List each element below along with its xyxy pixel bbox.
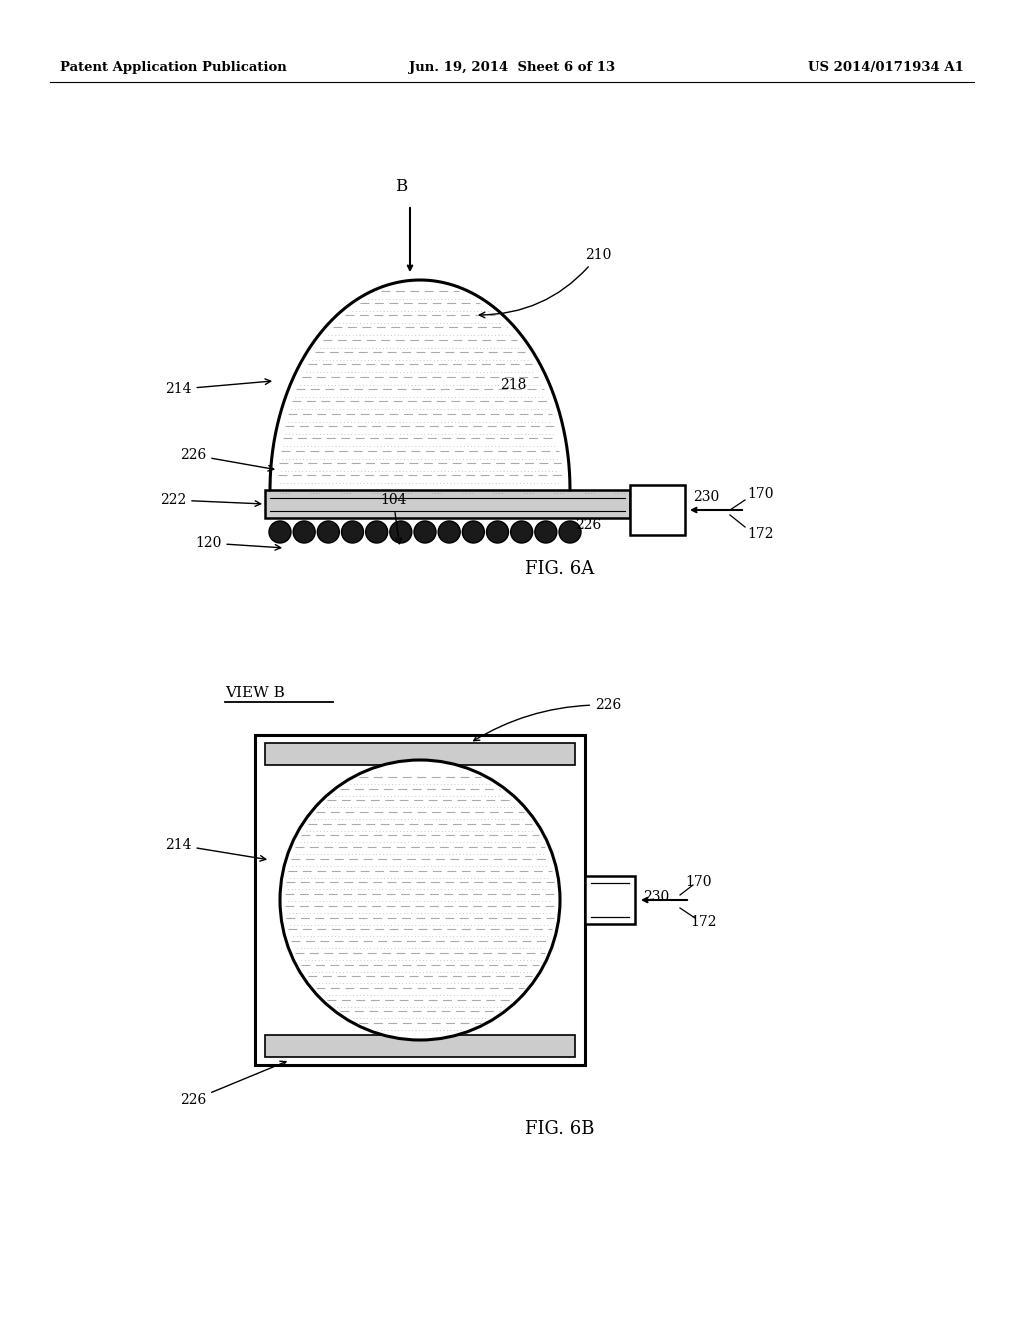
Text: FIG. 6A: FIG. 6A: [525, 560, 595, 578]
Circle shape: [341, 521, 364, 543]
Bar: [265, 490, 630, 517]
Text: US 2014/0171934 A1: US 2014/0171934 A1: [808, 62, 964, 74]
Bar: [630, 484, 685, 535]
Circle shape: [414, 521, 436, 543]
Text: 226: 226: [180, 447, 273, 471]
Circle shape: [438, 521, 460, 543]
Text: 214: 214: [165, 838, 266, 861]
Circle shape: [317, 521, 339, 543]
Circle shape: [535, 521, 557, 543]
Circle shape: [486, 521, 509, 543]
Text: FIG. 6B: FIG. 6B: [525, 1119, 595, 1138]
Text: 172: 172: [746, 527, 773, 541]
Text: 210: 210: [479, 248, 611, 318]
Circle shape: [280, 760, 560, 1040]
Text: 214: 214: [165, 379, 270, 396]
Circle shape: [559, 521, 581, 543]
Text: 226: 226: [474, 698, 622, 741]
Text: 226: 226: [180, 1061, 286, 1107]
Text: 120: 120: [195, 536, 281, 550]
Circle shape: [293, 521, 315, 543]
Bar: [265, 1035, 575, 1057]
Text: B: B: [395, 178, 408, 195]
Bar: [265, 743, 575, 766]
Text: 226: 226: [575, 517, 601, 532]
Text: 222: 222: [160, 492, 261, 507]
Circle shape: [366, 521, 388, 543]
Text: 104: 104: [380, 492, 407, 544]
Text: 230: 230: [643, 890, 670, 904]
Bar: [255, 735, 585, 1065]
Circle shape: [511, 521, 532, 543]
Text: VIEW B: VIEW B: [225, 686, 285, 700]
Text: Jun. 19, 2014  Sheet 6 of 13: Jun. 19, 2014 Sheet 6 of 13: [409, 62, 615, 74]
Text: 170: 170: [685, 875, 712, 888]
Text: 170: 170: [746, 487, 773, 502]
Text: Patent Application Publication: Patent Application Publication: [60, 62, 287, 74]
Circle shape: [390, 521, 412, 543]
Circle shape: [462, 521, 484, 543]
Text: 218: 218: [500, 378, 526, 392]
Text: 230: 230: [693, 490, 719, 504]
Text: 172: 172: [690, 915, 717, 929]
Bar: [585, 876, 635, 924]
Circle shape: [269, 521, 291, 543]
